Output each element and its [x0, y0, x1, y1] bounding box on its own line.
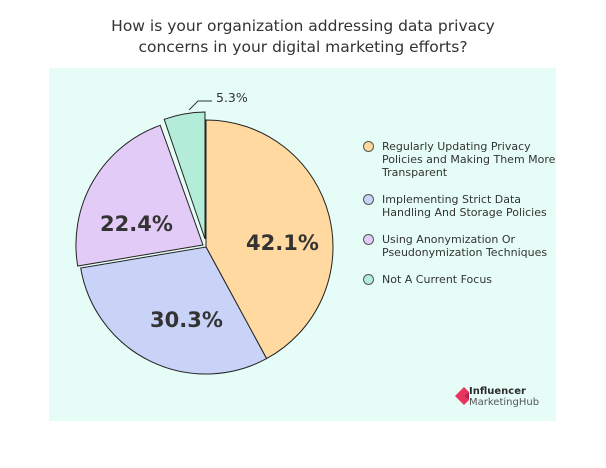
legend-item-anonymization: Using Anonymization Or Pseudonymization … — [360, 233, 560, 259]
pie-slice-anonymization — [75, 124, 204, 267]
chart-title: How is your organization addressing data… — [0, 16, 606, 58]
slice-label-22: 22.4% — [100, 212, 173, 236]
slice-label-5: 5.3% — [216, 90, 248, 105]
legend-label: Regularly Updating Privacy Policies and … — [382, 140, 556, 179]
legend-label: Implementing Strict Data Handling And St… — [382, 193, 547, 219]
legend-item-regularly-updating: Regularly Updating Privacy Policies and … — [360, 140, 560, 179]
chart-title-line-1: How is your organization addressing data… — [111, 17, 495, 35]
legend-swatch-green-icon — [363, 274, 374, 285]
chart-title-line-2: concerns in your digital marketing effor… — [138, 38, 468, 56]
brand-name-bottom: MarketingHub — [469, 397, 540, 408]
legend-swatch-orange-icon — [363, 141, 374, 152]
legend-item-strict-data-handling: Implementing Strict Data Handling And St… — [360, 193, 560, 219]
legend-label: Not A Current Focus — [382, 273, 493, 286]
legend-label: Using Anonymization Or Pseudonymization … — [382, 233, 548, 259]
legend-swatch-purple-icon — [363, 234, 374, 245]
brand-name-top: Influencer — [469, 386, 526, 397]
label-leader-line — [188, 100, 212, 111]
brand-mark-icon — [455, 387, 469, 405]
pie-slice-strict-data-handling — [80, 246, 268, 375]
slice-label-30: 30.3% — [150, 308, 223, 332]
pie-slice-not-current-focus — [163, 111, 206, 240]
pie-slice-regularly-updating — [205, 119, 334, 360]
legend: Regularly Updating Privacy Policies and … — [360, 140, 560, 300]
legend-swatch-blue-icon — [363, 194, 374, 205]
legend-item-not-current-focus: Not A Current Focus — [360, 273, 560, 286]
slice-label-42: 42.1% — [246, 231, 319, 255]
